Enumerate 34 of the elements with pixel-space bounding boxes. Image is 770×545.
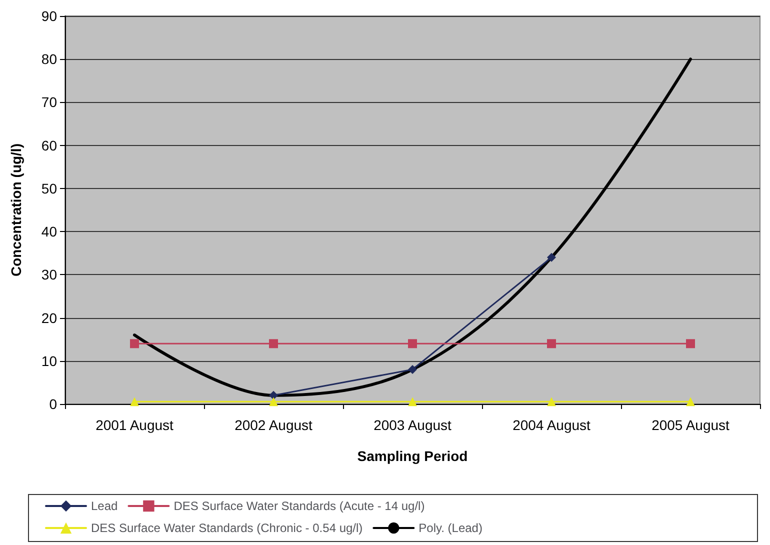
y-tick-label: 20 xyxy=(41,310,58,326)
x-tick-label: 2002 August xyxy=(234,417,313,433)
y-tick-label: 0 xyxy=(49,396,58,412)
y-tick-label: 80 xyxy=(41,51,58,68)
y-tick-label: 70 xyxy=(41,94,58,110)
point xyxy=(269,397,278,406)
legend-label: Lead xyxy=(91,499,118,513)
point xyxy=(408,365,417,374)
y-tick-label: 30 xyxy=(41,266,58,283)
point xyxy=(269,339,278,348)
point xyxy=(547,339,556,348)
point xyxy=(547,252,556,262)
point xyxy=(269,390,278,400)
x-tick-label: 2001 August xyxy=(96,417,174,433)
x-axis-title: Sampling Period xyxy=(357,448,468,464)
point xyxy=(686,397,695,406)
point xyxy=(130,397,139,406)
point xyxy=(130,339,139,348)
point xyxy=(686,339,695,348)
point xyxy=(408,339,417,348)
y-tick-label: 60 xyxy=(41,137,58,154)
y-tick-label: 50 xyxy=(41,180,58,196)
x-tick-label: 2003 August xyxy=(374,417,452,433)
legend-label: Poly. (Lead) xyxy=(418,521,482,535)
y-tick-label: 90 xyxy=(41,8,58,24)
point xyxy=(547,397,556,406)
legend-label: DES Surface Water Standards (Chronic - 0.54 ug/l) xyxy=(91,521,363,535)
x-tick-label: 2004 August xyxy=(512,417,591,433)
y-tick-label: 40 xyxy=(41,224,58,240)
x-tick-label: 2005 August xyxy=(652,417,730,433)
point xyxy=(408,397,417,406)
y-axis-title: Concentration (ug/l) xyxy=(8,144,24,276)
y-tick-label: 10 xyxy=(41,352,58,369)
legend-label: DES Surface Water Standards (Acute - 14 ug/l) xyxy=(174,499,425,513)
